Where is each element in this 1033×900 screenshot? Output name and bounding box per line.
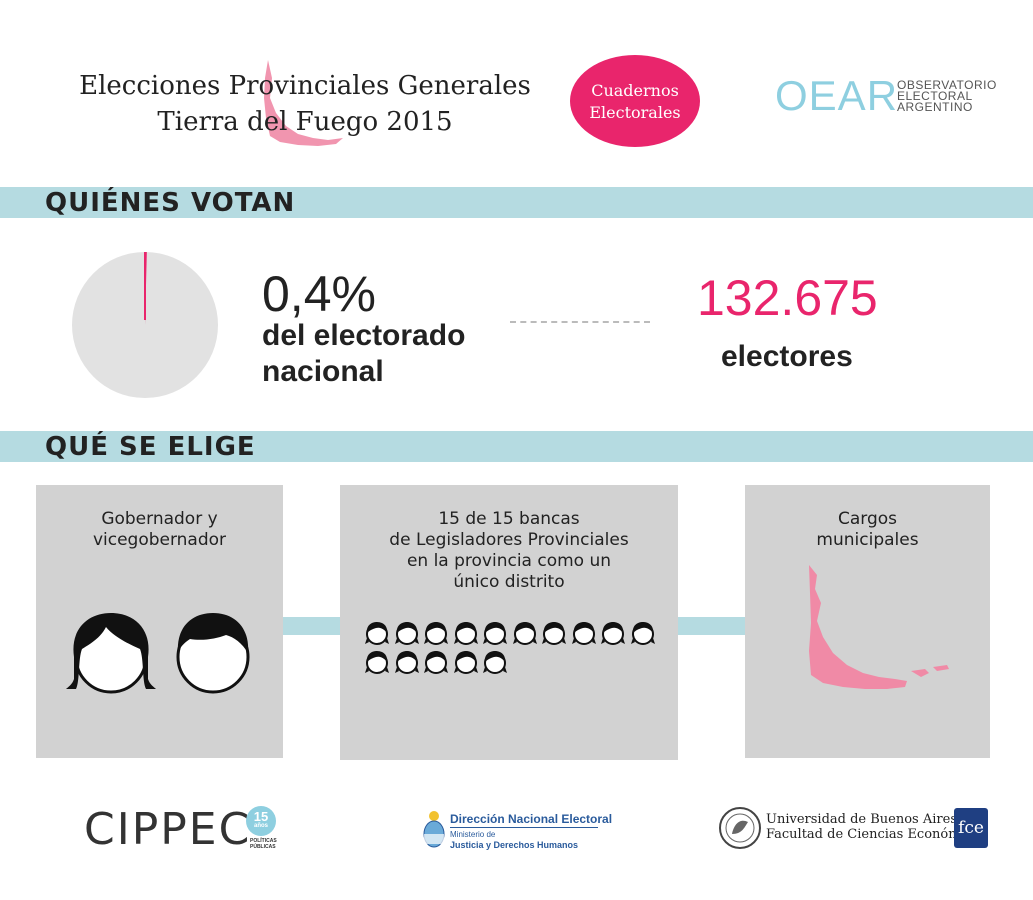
box-legislators-line-2: de Legisladores Provinciales bbox=[389, 530, 629, 550]
cippec-subtitle: POLÍTICAS PÚBLICAS bbox=[250, 838, 277, 850]
page-title: Elecciones Provinciales Generales Tierra… bbox=[60, 68, 550, 140]
uba-line-2: Facultad de Ciencias Económicas bbox=[766, 827, 987, 842]
section-band-what-elected: QUÉ SE ELIGE bbox=[0, 431, 1033, 462]
oear-line-3: ARGENTINO bbox=[897, 100, 973, 114]
section-title-who-votes: QUIÉNES VOTAN bbox=[45, 188, 296, 218]
legislator-seat-icon bbox=[424, 622, 448, 645]
legislator-seat-icon bbox=[512, 622, 537, 645]
cippec-sub-1: POLÍTICAS bbox=[250, 838, 277, 844]
box-legislators-line-3: en la provincia como un bbox=[406, 551, 612, 571]
legislator-seat-icon bbox=[394, 622, 419, 645]
percentage-label-line-2: nacional bbox=[262, 355, 384, 388]
fce-logo: fce bbox=[954, 808, 988, 848]
electors-label: electores bbox=[721, 340, 853, 373]
uba-text: Universidad de Buenos Aires Facultad de … bbox=[766, 812, 986, 842]
percentage-label-line-1: del electorado bbox=[262, 319, 466, 352]
tierra-del-fuego-map-icon bbox=[264, 60, 343, 146]
box-governor-line-2: vicegobernador bbox=[92, 530, 227, 550]
electors-count: 132.675 bbox=[697, 270, 878, 326]
cippec-years-word: años bbox=[253, 823, 268, 829]
dne-line-2: Justicia y Derechos Humanos bbox=[450, 840, 579, 850]
legislator-seat-icon bbox=[601, 622, 625, 645]
legislator-seat-icon bbox=[453, 622, 478, 645]
legislator-seat-icon bbox=[365, 651, 389, 674]
male-head-icon bbox=[176, 613, 250, 694]
cippec-anniversary-badge: 15 años bbox=[246, 806, 276, 836]
legislator-seat-icon bbox=[571, 622, 596, 645]
box-governor-text: Gobernador y vicegobernador bbox=[36, 509, 283, 551]
dashed-divider bbox=[510, 321, 650, 323]
title-line-2: Tierra del Fuego 2015 bbox=[157, 107, 453, 137]
legislator-seat-icon bbox=[483, 651, 507, 674]
box-legislators-line-1: 15 de 15 bancas bbox=[438, 509, 580, 529]
legislator-seat-icon bbox=[424, 651, 448, 674]
legislator-seat-icon bbox=[630, 622, 655, 645]
title-line-1: Elecciones Provinciales Generales bbox=[79, 71, 531, 101]
electorate-share-pie bbox=[72, 252, 218, 398]
legislator-seat-icon bbox=[483, 622, 507, 645]
oear-line-1: OBSERVATORIO bbox=[897, 78, 997, 92]
electorate-percentage: 0,4% bbox=[262, 266, 376, 322]
uba-seal-icon bbox=[719, 807, 761, 849]
dne-title: Dirección Nacional Electoral bbox=[450, 812, 613, 826]
box-legislators-text: 15 de 15 bancas de Legisladores Provinci… bbox=[340, 509, 678, 593]
box-governor: Gobernador y vicegobernador bbox=[36, 485, 283, 758]
cuadernos-electorales-badge: Cuadernos Electorales bbox=[570, 55, 700, 147]
connector-2 bbox=[678, 617, 746, 635]
section-band-who-votes: QUIÉNES VOTAN bbox=[0, 187, 1033, 218]
legislator-seat-icon bbox=[394, 651, 419, 674]
dne-subtitle: Ministerio de Justicia y Derechos Humano… bbox=[450, 830, 578, 850]
argentina-coat-of-arms-icon bbox=[423, 811, 445, 848]
female-head-icon bbox=[66, 613, 156, 694]
cippec-logo: CIPPEC bbox=[84, 804, 252, 855]
box-municipal-line-1: Cargos bbox=[837, 509, 898, 529]
badge-line-2: Electorales bbox=[589, 103, 681, 122]
uba-line-1: Universidad de Buenos Aires bbox=[766, 812, 957, 827]
box-municipal: Cargos municipales bbox=[745, 485, 990, 758]
oear-mark: OEAR bbox=[775, 72, 899, 119]
legislator-seat-icon bbox=[542, 622, 566, 645]
electorate-percentage-label: del electorado nacional bbox=[262, 318, 465, 390]
cippec-sub-2: PÚBLICAS bbox=[250, 844, 276, 850]
legislator-seat-icon bbox=[453, 651, 478, 674]
box-municipal-text: Cargos municipales bbox=[745, 509, 990, 551]
oear-text: OBSERVATORIO ELECTORAL ARGENTINO bbox=[897, 78, 997, 114]
box-municipal-line-2: municipales bbox=[816, 530, 919, 550]
connector-1 bbox=[283, 617, 341, 635]
oear-line-2: ELECTORAL bbox=[897, 89, 973, 103]
legislator-seat-icon bbox=[365, 622, 389, 645]
box-legislators: 15 de 15 bancas de Legisladores Provinci… bbox=[340, 485, 678, 760]
cippec-years: 15 bbox=[253, 809, 269, 824]
dne-line-1: Ministerio de bbox=[450, 830, 496, 839]
badge-line-1: Cuadernos bbox=[591, 81, 679, 100]
province-map-icon bbox=[809, 565, 949, 689]
box-governor-line-1: Gobernador y bbox=[101, 509, 218, 529]
dne-divider bbox=[450, 827, 598, 828]
dne-logo: Dirección Nacional Electoral Ministerio … bbox=[422, 810, 622, 854]
section-title-what-elected: QUÉ SE ELIGE bbox=[45, 432, 256, 462]
box-legislators-line-4: único distrito bbox=[453, 572, 565, 592]
